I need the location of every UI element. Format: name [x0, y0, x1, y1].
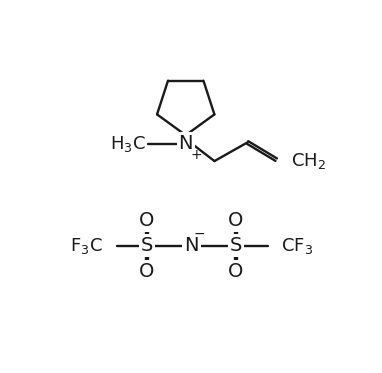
Text: +: + — [191, 148, 202, 162]
Text: S: S — [230, 236, 242, 255]
Text: N: N — [178, 134, 193, 153]
Text: $\mathregular{CH_2}$: $\mathregular{CH_2}$ — [291, 151, 325, 171]
Text: O: O — [228, 261, 244, 280]
Text: S: S — [141, 236, 153, 255]
Text: −: − — [194, 227, 205, 241]
Text: O: O — [139, 211, 155, 230]
Text: $\mathregular{F_3C}$: $\mathregular{F_3C}$ — [70, 236, 102, 256]
Text: O: O — [228, 211, 244, 230]
Text: $\mathregular{H_3C}$: $\mathregular{H_3C}$ — [110, 134, 146, 154]
Text: N: N — [184, 236, 199, 255]
Text: O: O — [139, 261, 155, 280]
Text: $\mathregular{CF_3}$: $\mathregular{CF_3}$ — [280, 236, 312, 256]
